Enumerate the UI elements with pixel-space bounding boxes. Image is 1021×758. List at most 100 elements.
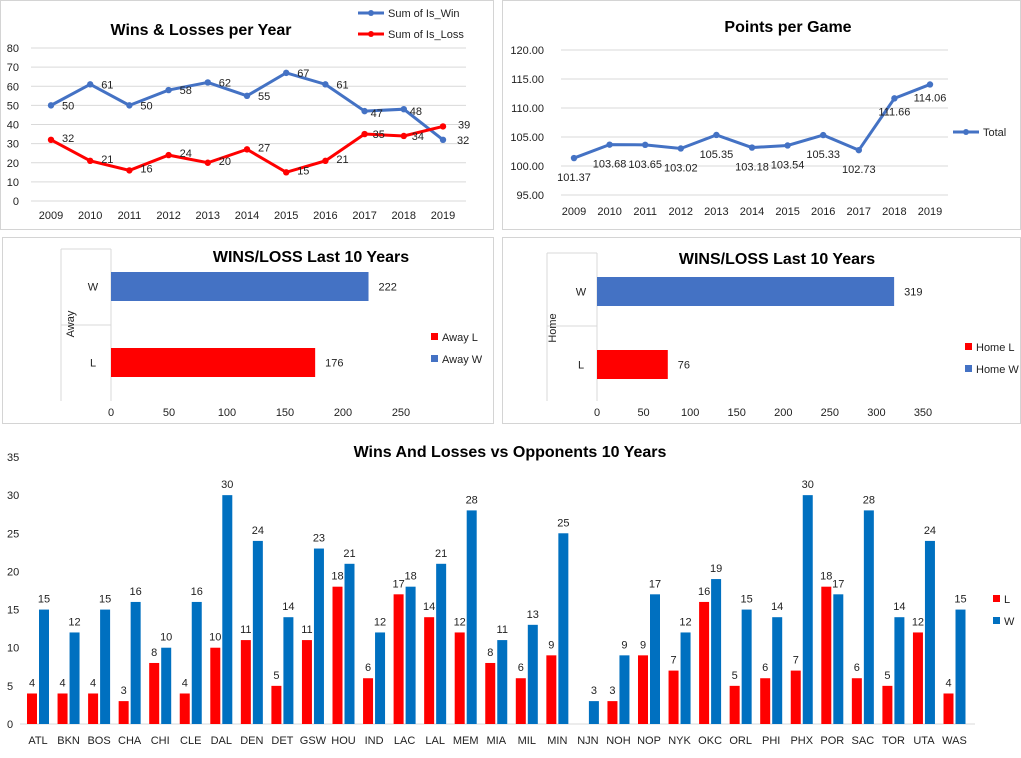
bar — [619, 655, 630, 724]
data-point — [820, 131, 827, 139]
data-label: 4 — [59, 677, 65, 689]
y-tick-label: 5 — [7, 681, 13, 693]
x-tick-label: LAC — [394, 735, 415, 747]
legend-marker — [368, 31, 374, 37]
bar — [111, 272, 369, 301]
bar — [69, 632, 80, 724]
bar — [436, 563, 447, 724]
legend-marker — [368, 10, 374, 16]
legend-swatch — [993, 595, 1000, 602]
data-point — [165, 86, 172, 94]
bar — [699, 601, 710, 724]
data-label: 9 — [621, 639, 627, 651]
data-label: 10 — [160, 632, 172, 644]
bar — [802, 495, 813, 724]
y-tick-label: 50 — [7, 100, 19, 112]
x-tick-label: NYK — [668, 735, 691, 747]
x-tick-label: 2011 — [118, 210, 142, 222]
x-tick-label: MIL — [518, 735, 536, 747]
chart-wins-losses-per-year: Wins & Losses per Year 0 10 20 30 40 50 60 70 80… — [7, 8, 471, 222]
data-label: 28 — [863, 494, 875, 506]
bar — [252, 540, 263, 724]
data-point — [243, 92, 251, 100]
legend-label: L — [1004, 594, 1010, 606]
data-label: 27 — [258, 142, 270, 154]
legend-label: Away W — [442, 354, 483, 366]
chart-title: Wins & Losses per Year — [111, 22, 292, 39]
x-tick-label: DAL — [211, 735, 232, 747]
x-tick-label: NOH — [606, 735, 631, 747]
y-tick-label: 20 — [7, 566, 19, 578]
data-label: 13 — [527, 609, 539, 621]
data-point — [400, 106, 407, 113]
data-label: 20 — [219, 156, 231, 168]
data-label: 18 — [331, 571, 343, 583]
category-label: W — [88, 282, 99, 294]
data-point — [126, 102, 133, 109]
chart-panel-points-per-game: Points per Game 95.00 100.00 105.00 110.00 1… — [502, 0, 1021, 230]
data-label: 21 — [336, 154, 348, 166]
data-label: 35 — [373, 129, 385, 141]
data-label: 12 — [454, 616, 466, 628]
bar — [588, 701, 599, 724]
y-tick-label: 105.00 — [510, 132, 544, 144]
data-label: 48 — [410, 106, 422, 118]
data-label: 105.33 — [806, 149, 840, 161]
data-point — [570, 154, 578, 162]
data-label: 17 — [649, 578, 661, 590]
bar — [741, 609, 752, 724]
x-tick-label: 2014 — [235, 210, 259, 222]
data-label: 55 — [258, 91, 270, 103]
y-tick-label: 0 — [7, 719, 13, 731]
x-tick-label: 2017 — [352, 210, 376, 222]
data-label: 16 — [698, 586, 710, 598]
y-tick-label: 15 — [7, 605, 19, 617]
bar — [454, 632, 465, 724]
data-label: 4 — [945, 677, 951, 689]
bar — [424, 617, 435, 724]
x-tick-label: 250 — [821, 407, 839, 419]
x-tick-label: GSW — [300, 735, 327, 747]
x-tick-label: DEN — [240, 735, 263, 747]
legend-label: Away L — [442, 332, 478, 344]
bar — [191, 601, 202, 724]
data-point — [361, 130, 368, 138]
bar — [607, 701, 618, 724]
bar — [118, 701, 129, 724]
data-point — [204, 159, 211, 166]
legend-label: W — [1004, 616, 1015, 628]
x-tick-label: 300 — [867, 407, 885, 419]
data-label: 10 — [209, 632, 221, 644]
data-label: 21 — [101, 154, 113, 166]
data-label: 111.66 — [878, 106, 910, 118]
bar — [680, 632, 691, 724]
data-label: 12 — [374, 616, 386, 628]
legend-swatch — [965, 343, 972, 350]
bar — [405, 586, 416, 724]
chart-home-wins-loss: WINS/LOSS Last 10 Years 0 50 100 150 200 250 3… — [546, 251, 1019, 419]
chart-panel-wins-losses-per-year: Wins & Losses per Year 0 10 20 30 40 50 60 70 80… — [0, 0, 494, 230]
data-label: 32 — [62, 133, 74, 145]
bar — [546, 655, 557, 724]
x-tick-label: 150 — [728, 407, 746, 419]
chart-away-wins-loss: WINS/LOSS Last 10 Years 0 50 100 150 200 250 A… — [60, 248, 483, 419]
legend-marker — [963, 129, 969, 135]
x-tick-label: IND — [365, 735, 384, 747]
y-tick-label: 70 — [7, 62, 19, 74]
data-label: 21 — [435, 548, 447, 560]
x-tick-label: MIA — [486, 735, 506, 747]
data-label: 3 — [609, 685, 615, 697]
bar — [161, 647, 172, 724]
data-label: 14 — [771, 601, 783, 613]
data-label: 9 — [640, 639, 646, 651]
x-tick-label: 2018 — [882, 206, 906, 218]
category-label: L — [90, 358, 96, 370]
x-tick-label: 150 — [276, 407, 294, 419]
data-label: 12 — [679, 616, 691, 628]
bar — [271, 685, 282, 724]
data-label: 61 — [101, 79, 113, 91]
bar — [130, 601, 141, 724]
data-label: 3 — [591, 685, 597, 697]
data-point — [243, 146, 251, 153]
bar — [497, 640, 508, 724]
